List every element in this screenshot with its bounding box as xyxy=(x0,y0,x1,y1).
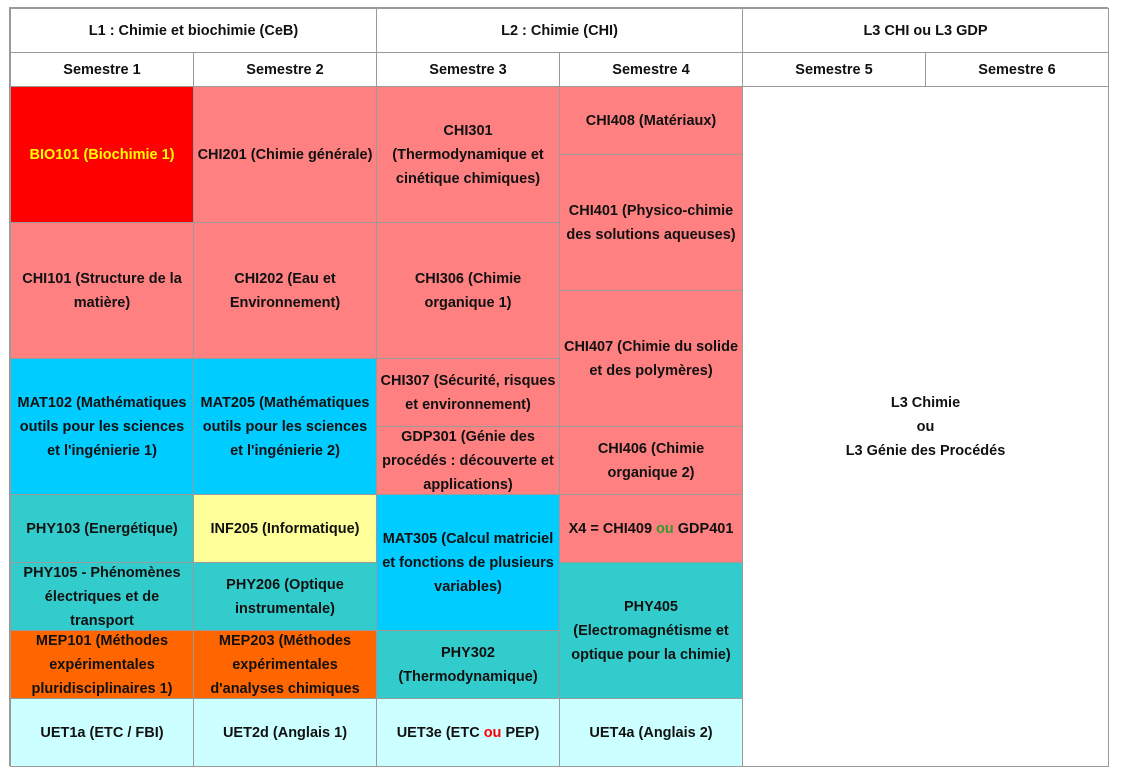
header-l1: L1 : Chimie et biochimie (CeB) xyxy=(10,8,377,53)
course-chi407: CHI407 (Chimie du solide et des polymère… xyxy=(559,290,743,427)
course-uet3e: UET3e (ETC ou PEP) xyxy=(376,698,560,767)
course-gdp301: GDP301 (Génie des procédés : découverte … xyxy=(376,426,560,495)
course-uet1a: UET1a (ETC / FBI) xyxy=(10,698,194,767)
semester-3-header: Semestre 3 xyxy=(376,52,560,87)
course-chi101: CHI101 (Structure de la matière) xyxy=(10,222,194,359)
semester-1-header: Semestre 1 xyxy=(10,52,194,87)
course-phy103: PHY103 (Energétique) xyxy=(10,494,194,563)
course-inf205: INF205 (Informatique) xyxy=(193,494,377,563)
course-chi406: CHI406 (Chimie organique 2) xyxy=(559,426,743,495)
course-mat205: MAT205 (Mathématiques outils pour les sc… xyxy=(193,358,377,495)
course-mep101: MEP101 (Méthodes expérimentales pluridis… xyxy=(10,630,194,699)
course-bio101: BIO101 (Biochimie 1) xyxy=(10,86,194,223)
l3-block: L3 Chimie ou L3 Génie des Procédés xyxy=(742,86,1109,767)
course-chi408: CHI408 (Matériaux) xyxy=(559,86,743,155)
semester-6-header: Semestre 6 xyxy=(925,52,1109,87)
course-x4: X4 = CHI409 ou GDP401 xyxy=(559,494,743,563)
course-phy405: PHY405 (Electromagnétisme et optique pou… xyxy=(559,562,743,699)
semester-2-header: Semestre 2 xyxy=(193,52,377,87)
course-phy105: PHY105 - Phénomènes électriques et de tr… xyxy=(10,562,194,631)
course-chi202: CHI202 (Eau et Environnement) xyxy=(193,222,377,359)
header-l3: L3 CHI ou L3 GDP xyxy=(742,8,1109,53)
course-chi201: CHI201 (Chimie générale) xyxy=(193,86,377,223)
course-phy302: PHY302 (Thermodynamique) xyxy=(376,630,560,699)
course-mat102: MAT102 (Mathématiques outils pour les sc… xyxy=(10,358,194,495)
semester-4-header: Semestre 4 xyxy=(559,52,743,87)
course-uet2d: UET2d (Anglais 1) xyxy=(193,698,377,767)
course-chi307: CHI307 (Sécurité, risques et environneme… xyxy=(376,358,560,427)
course-mat305: MAT305 (Calcul matriciel et fonctions de… xyxy=(376,494,560,631)
course-uet4a: UET4a (Anglais 2) xyxy=(559,698,743,767)
header-l2: L2 : Chimie (CHI) xyxy=(376,8,743,53)
semester-5-header: Semestre 5 xyxy=(742,52,926,87)
curriculum-table: L1 : Chimie et biochimie (CeB) L2 : Chim… xyxy=(9,7,1109,767)
course-chi401: CHI401 (Physico-chimie des solutions aqu… xyxy=(559,154,743,291)
course-mep203: MEP203 (Méthodes expérimentales d'analys… xyxy=(193,630,377,699)
course-chi301: CHI301 (Thermodynamique et cinétique chi… xyxy=(376,86,560,223)
course-chi306: CHI306 (Chimie organique 1) xyxy=(376,222,560,359)
course-phy206: PHY206 (Optique instrumentale) xyxy=(193,562,377,631)
